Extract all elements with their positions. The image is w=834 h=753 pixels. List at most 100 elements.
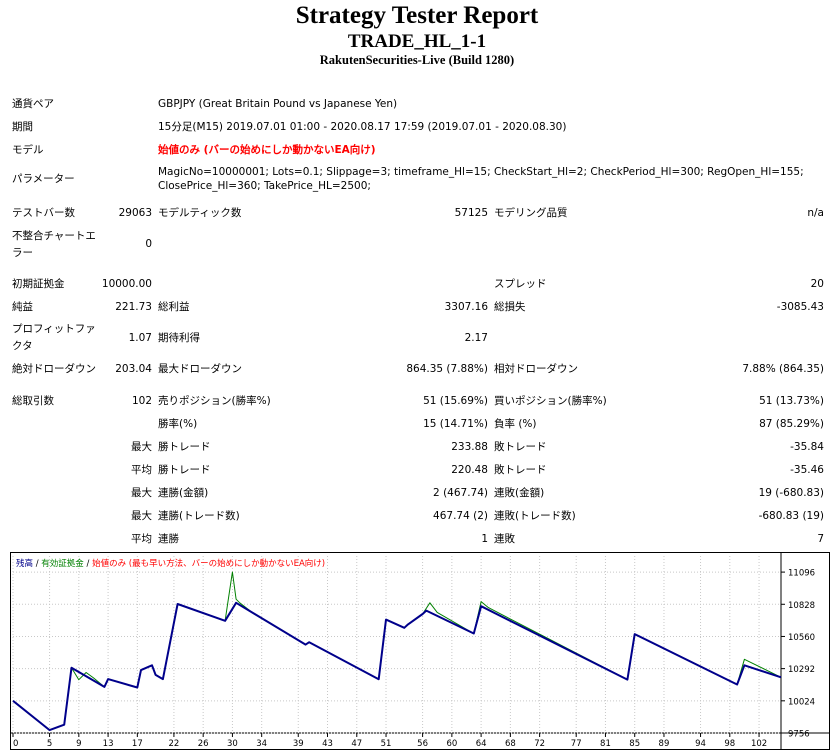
model-value: 始値のみ (バーの始めにしか動かないEA向け)	[158, 144, 376, 156]
x-tick-label: 64	[476, 739, 487, 749]
ticks-value: 57125	[454, 207, 488, 219]
x-tick-label: 47	[351, 739, 362, 749]
spread-value: 20	[810, 278, 824, 290]
mismatch-label-1: 不整合チャートエ	[12, 230, 96, 242]
y-tick-label: 11096	[788, 569, 815, 579]
mismatch-value: 0	[145, 238, 152, 250]
params-line-1: MagicNo=10000001; Lots=0.1; Slippage=3; …	[158, 166, 804, 178]
quality-value: n/a	[807, 207, 824, 219]
legend-model: 始値のみ (最も早い方法、バーの始めにしか動かないEA向け)	[92, 558, 325, 569]
max-loss-label: 敗トレード	[494, 441, 547, 453]
period-value: 15分足(M15) 2019.07.01 01:00 - 2020.08.17 …	[158, 121, 567, 133]
x-tick-label: 60	[446, 739, 457, 749]
x-tick-label: 26	[198, 739, 209, 749]
symbol-label: 通貨ペア	[12, 98, 54, 110]
max-dd-value: 864.35 (7.88%)	[406, 363, 488, 375]
short-label: 売りポジション(勝率%)	[158, 395, 271, 407]
avg-loss-value: -35.46	[790, 464, 824, 476]
x-tick-label: 94	[695, 739, 706, 749]
x-tick-label: 30	[227, 739, 238, 749]
y-tick-label: 10292	[788, 665, 815, 675]
equity-line	[12, 571, 782, 731]
avg-cons-win-value: 1	[481, 533, 488, 545]
win-pct-label: 勝率(%)	[158, 418, 198, 430]
y-tick-label: 9756	[788, 730, 810, 740]
long-label: 買いポジション(勝率%)	[494, 395, 607, 407]
params-label: パラメーター	[12, 173, 75, 185]
avg-prefix: 平均	[131, 533, 152, 545]
max-cons-win-cnt-value: 467.74 (2)	[433, 510, 488, 522]
y-tick-label: 10024	[788, 697, 815, 707]
x-tick-label: 98	[724, 739, 735, 749]
quality-label: モデリング品質	[494, 207, 568, 219]
avg-cons-loss-label: 連敗	[494, 533, 515, 545]
avg-loss-label: 敗トレード	[494, 464, 547, 476]
chart-frame	[10, 552, 830, 750]
loss-pct-value: 87 (85.29%)	[759, 418, 824, 430]
max-cons-loss-cnt-label: 連敗(トレード数)	[494, 510, 576, 522]
deposit-value: 10000.00	[101, 278, 152, 290]
bars-label: テストバー数	[12, 207, 75, 219]
deposit-label: 初期証拠金	[12, 278, 65, 290]
x-tick-label: 9	[76, 739, 81, 749]
max-cons-loss-amt-value: 19 (-680.83)	[758, 487, 824, 499]
model-label: モデル	[12, 144, 44, 156]
net-label: 純益	[12, 301, 33, 313]
x-tick-label: 5	[47, 739, 52, 749]
max-cons-win-amt-value: 2 (467.74)	[433, 487, 488, 499]
trades-label: 総取引数	[12, 395, 54, 407]
win-pct-value: 15 (14.71%)	[423, 418, 488, 430]
period-label: 期間	[12, 121, 33, 133]
expected-value: 2.17	[464, 332, 488, 344]
balance-chart: 11096 10828 10560 10292 10024 9756 0 5 9 13 17 22 26…	[10, 552, 830, 750]
gross-loss-label: 総損失	[494, 301, 526, 313]
gross-profit-value: 3307.16	[444, 301, 488, 313]
x-tick-label: 22	[169, 739, 180, 749]
gross-loss-value: -3085.43	[776, 301, 824, 313]
max-prefix: 最大	[131, 441, 152, 453]
x-tick-label: 68	[505, 739, 516, 749]
y-tick-label: 10560	[788, 633, 815, 643]
x-tick-label: 51	[381, 739, 392, 749]
balance-line	[12, 601, 782, 732]
abs-dd-value: 203.04	[115, 363, 152, 375]
expected-label: 期待利得	[158, 332, 200, 344]
trades-value: 102	[131, 395, 152, 407]
bars-value: 29063	[118, 207, 152, 219]
abs-dd-label: 絶対ドローダウン	[12, 363, 96, 375]
avg-prefix: 平均	[131, 464, 152, 476]
rel-dd-label: 相対ドローダウン	[494, 363, 578, 375]
x-tick-label: 81	[600, 739, 611, 749]
x-tick-label: 13	[103, 739, 114, 749]
legend-sep: /	[33, 559, 41, 569]
max-win-value: 233.88	[451, 441, 488, 453]
pf-label-2: クタ	[12, 340, 33, 352]
x-tick-label: 89	[659, 739, 670, 749]
legend-equity: 有効証拠金	[41, 558, 84, 569]
max-cons-win-cnt-label: 連勝(トレード数)	[158, 510, 240, 522]
pf-value: 1.07	[128, 332, 152, 344]
max-cons-loss-cnt-value: -680.83 (19)	[758, 510, 824, 522]
x-tick-label: 34	[256, 739, 267, 749]
max-win-label: 勝トレード	[158, 441, 211, 453]
x-tick-label: 102	[751, 739, 767, 749]
gross-profit-label: 総利益	[158, 301, 190, 313]
legend-sep: /	[84, 559, 92, 569]
x-tick-label: 39	[293, 739, 304, 749]
max-cons-win-amt-label: 連勝(金額)	[158, 487, 209, 499]
ea-name: TRADE_HL_1-1	[347, 31, 487, 52]
symbol-value: GBPJPY (Great Britain Pound vs Japanese …	[158, 98, 398, 110]
chart-legend: 残高 / 有効証拠金 / 始値のみ (最も早い方法、バーの始めにしか動かないEA…	[16, 558, 325, 569]
pf-label-1: プロフィットファ	[12, 323, 96, 335]
avg-win-label: 勝トレード	[158, 464, 211, 476]
x-tick-label: 85	[629, 739, 640, 749]
max-prefix: 最大	[131, 510, 152, 522]
max-cons-loss-amt-label: 連敗(金額)	[494, 487, 545, 499]
avg-cons-loss-value: 7	[817, 533, 824, 545]
x-tick-label: 0	[13, 739, 18, 749]
max-prefix: 最大	[131, 487, 152, 499]
long-value: 51 (13.73%)	[759, 395, 824, 407]
ticks-label: モデルティック数	[158, 207, 242, 219]
x-tick-label: 56	[417, 739, 428, 749]
net-value: 221.73	[115, 301, 152, 313]
